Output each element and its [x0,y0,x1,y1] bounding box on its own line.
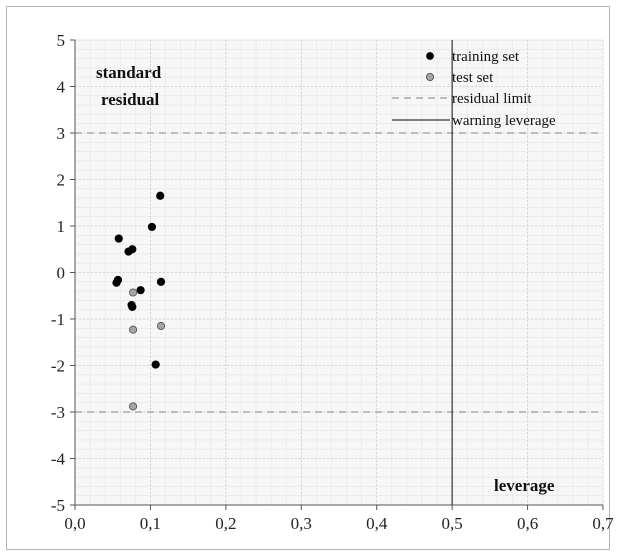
x-tick-label: 0,0 [64,514,85,533]
y-tick-label: 4 [57,78,66,97]
y-tick-label: -5 [51,496,65,515]
legend-test-label: test set [452,70,494,86]
legend-test-marker [425,73,434,82]
y-tick-label: 2 [57,171,66,190]
training-point [147,222,157,232]
y-tick-label: -2 [51,357,65,376]
x-tick-label: 0,5 [442,514,463,533]
major-gridlines [75,39,604,505]
training-point [156,277,166,286]
y-tick-label: -4 [51,450,66,469]
legend-limit-label: residual limit [452,91,532,107]
legend-training-label: training set [452,49,520,65]
y-axis-label-line2: residual [101,90,160,109]
training-point [151,360,160,369]
legend-warning-label: warning leverage [452,113,556,129]
x-axis-label: leverage [494,476,555,495]
y-tick-label: 5 [57,31,66,50]
training-point [136,286,145,295]
y-axis-ticks: 5 4 3 2 1 0 -1 -2 -3 -4 -5 [51,31,75,515]
y-tick-label: 0 [57,264,66,283]
y-tick-label: -1 [51,310,65,329]
x-tick-label: 0,2 [215,514,236,533]
x-tick-label: 0,4 [366,514,388,533]
x-axis-ticks: 0,0 0,1 0,2 0,3 0,4 0,5 0,6 0,7 [64,505,614,533]
x-tick-label: 0,1 [140,514,161,533]
training-point [156,191,165,200]
y-tick-label: 1 [57,217,66,236]
legend: training set test set residual limit war… [392,49,556,129]
test-point [129,288,138,297]
training-point [124,247,133,256]
x-tick-label: 0,6 [517,514,538,533]
legend-training-marker [426,52,434,60]
reference-lines [75,40,603,505]
y-tick-label: -3 [51,403,65,422]
training-point [128,302,137,312]
y-tick-label: 3 [57,124,66,143]
test-point [129,402,138,411]
y-axis-label-line1: standard [96,63,162,82]
test-point [156,321,166,331]
training-point [114,234,123,243]
x-tick-label: 0,3 [291,514,312,533]
data-points [112,191,166,411]
test-point [129,325,138,334]
x-tick-label: 0,7 [592,514,614,533]
training-point [112,278,121,287]
